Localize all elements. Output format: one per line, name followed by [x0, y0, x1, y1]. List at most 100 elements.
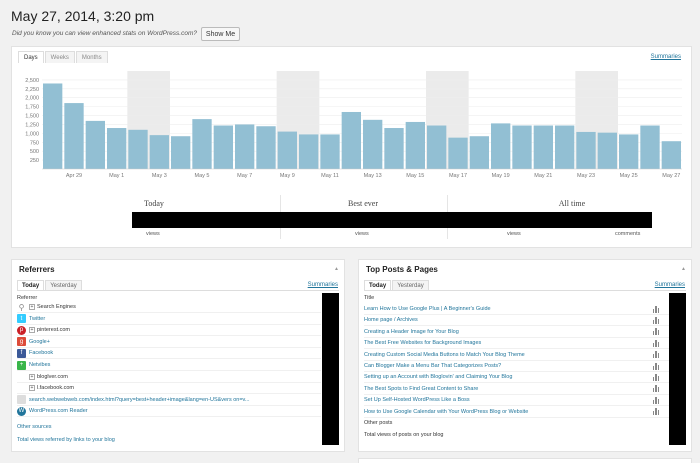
bar [341, 111, 361, 169]
x-tick-label: May 15 [406, 173, 424, 179]
referrer-row[interactable]: + l.facebook.com [17, 383, 321, 395]
top-post-link[interactable]: Setting up an Account with Bloglovin' an… [364, 374, 513, 381]
tab-today[interactable]: Today [364, 280, 392, 291]
bar [64, 103, 84, 169]
pinterest-icon: p [17, 325, 26, 335]
top-post-link[interactable]: Home page / Archives [364, 317, 418, 324]
referrer-label: Google+ [29, 338, 50, 345]
chart-summaries-link[interactable]: Summaries [650, 54, 681, 60]
other-posts-label: Other posts [364, 420, 393, 426]
posts-total-label: Total views of posts on your blog [364, 432, 444, 438]
tab-yesterday[interactable]: Yesterday [45, 280, 82, 291]
referrer-label: bloglver.com [37, 373, 68, 380]
top-post-row: Can Blogger Make a Menu Bar That Categor… [364, 361, 669, 372]
top-post-link[interactable]: Creating Custom Social Media Buttons to … [364, 351, 525, 358]
referrer-label: Search Engines [37, 304, 76, 310]
top-post-row: How to Use Google Calendar with Your Wor… [364, 407, 669, 418]
y-tick-label: 750 [30, 140, 39, 146]
bar [299, 134, 319, 169]
top-post-link[interactable]: The Best Spots to Find Great Content to … [364, 385, 479, 392]
x-tick-label: May 13 [364, 173, 382, 179]
netvibes-icon: + [17, 360, 26, 370]
bar [533, 125, 553, 169]
top-post-link[interactable]: Learn How to Use Google Plus | A Beginne… [364, 306, 491, 312]
stat-best-views-label: views [355, 231, 369, 237]
top-post-link[interactable]: Set Up Self-Hosted WordPress Like a Boss [364, 397, 470, 404]
referrer-column-header: Referrer [17, 295, 38, 301]
stat-best-ever-heading: Best ever [348, 199, 378, 208]
referrer-row[interactable]: g Google+ [17, 337, 321, 348]
stats-bars-icon[interactable] [652, 385, 659, 393]
stats-summary: Today Best ever All time views views vie… [122, 195, 652, 245]
bar [43, 83, 63, 169]
bar [619, 134, 639, 169]
expand-icon[interactable]: + [29, 373, 35, 380]
top-posts-summaries-link[interactable]: Summaries [654, 282, 685, 288]
top-post-link[interactable]: Can Blogger Make a Menu Bar That Categor… [364, 363, 502, 369]
blank-icon [17, 372, 26, 381]
bar [597, 132, 617, 169]
stats-bars-icon[interactable] [652, 316, 659, 324]
stats-bars-icon[interactable] [652, 362, 659, 370]
collapse-triangle-icon[interactable]: ▲ [334, 266, 339, 272]
show-me-button[interactable]: Show Me [201, 27, 240, 41]
referrer-label: search.webwebweb.com/index.html?query=be… [29, 396, 250, 403]
gray-page-icon [17, 395, 26, 405]
bar [427, 125, 447, 169]
bar [512, 125, 532, 169]
period-tabs: Days Weeks Months [18, 51, 109, 63]
tab-days[interactable]: Days [18, 51, 44, 63]
tab-today[interactable]: Today [17, 280, 45, 291]
stats-bars-icon[interactable] [652, 408, 659, 416]
page-datetime: May 27, 2014, 3:20 pm [11, 8, 155, 24]
top-post-link[interactable]: Creating a Header Image for Your Blog [364, 328, 459, 335]
post-counts-redacted [669, 293, 686, 445]
stats-bars-icon[interactable] [652, 339, 659, 347]
tab-weeks[interactable]: Weeks [44, 51, 75, 63]
stats-bars-icon[interactable] [652, 351, 659, 359]
top-post-row: Creating a Header Image for Your Blog [364, 327, 669, 338]
top-post-link[interactable]: How to Use Google Calendar with Your Wor… [364, 408, 529, 415]
expand-icon[interactable]: + [29, 385, 35, 392]
referrers-total-label: Total views referred by links to your bl… [17, 437, 115, 443]
tab-yesterday[interactable]: Yesterday [392, 280, 429, 291]
x-tick-label: May 7 [237, 173, 252, 179]
collapse-triangle-icon[interactable]: ▲ [681, 266, 686, 272]
stat-alltime-comments-label: comments [615, 231, 641, 237]
stats-bars-icon[interactable] [652, 373, 659, 381]
facebook-icon: f [17, 348, 26, 358]
bar [640, 125, 660, 169]
referrer-row[interactable]: p + pinterest.com [17, 325, 321, 337]
top-post-link[interactable]: The Best Free Websites for Background Im… [364, 340, 482, 347]
y-tick-label: 1,250 [25, 122, 39, 128]
stats-bars-icon[interactable] [652, 328, 659, 336]
referrer-row[interactable]: f Facebook [17, 348, 321, 360]
referrer-row[interactable]: W WordPress.com Reader [17, 406, 321, 418]
bar [661, 141, 681, 169]
other-sources-link[interactable]: Other sources [17, 424, 52, 430]
x-tick-label: May 21 [534, 173, 552, 179]
top-post-row: Creating Custom Social Media Buttons to … [364, 350, 669, 361]
referrer-row[interactable]: search.webwebweb.com/index.html?query=be… [17, 395, 321, 406]
x-tick-label: May 23 [577, 173, 595, 179]
y-tick-label: 2,500 [25, 78, 39, 84]
expand-icon[interactable]: + [29, 327, 35, 334]
referrer-label: Netvibes [29, 362, 51, 368]
top-posts-panel: Top Posts & Pages ▲ Today Yesterday Summ… [358, 259, 692, 452]
stat-today-heading: Today [144, 199, 164, 208]
stats-bars-icon[interactable] [652, 396, 659, 404]
referrer-row[interactable]: ⚲ + Search Engines [17, 302, 321, 313]
referrer-row[interactable]: + bloglver.com [17, 372, 321, 383]
top-post-row: Setting up an Account with Bloglovin' an… [364, 372, 669, 384]
referrers-panel: Referrers ▲ Today Yesterday Summaries Re… [11, 259, 345, 452]
referrer-row[interactable]: t Twitter [17, 314, 321, 325]
tab-months[interactable]: Months [75, 51, 108, 63]
bar [384, 128, 404, 169]
stats-bars-icon[interactable] [652, 305, 659, 313]
tab-divider [17, 290, 339, 291]
expand-icon[interactable]: + [29, 304, 35, 310]
bar [363, 119, 383, 169]
referrers-summaries-link[interactable]: Summaries [307, 282, 338, 288]
referrer-row[interactable]: + Netvibes [17, 360, 321, 371]
y-tick-label: 1,750 [25, 105, 39, 111]
